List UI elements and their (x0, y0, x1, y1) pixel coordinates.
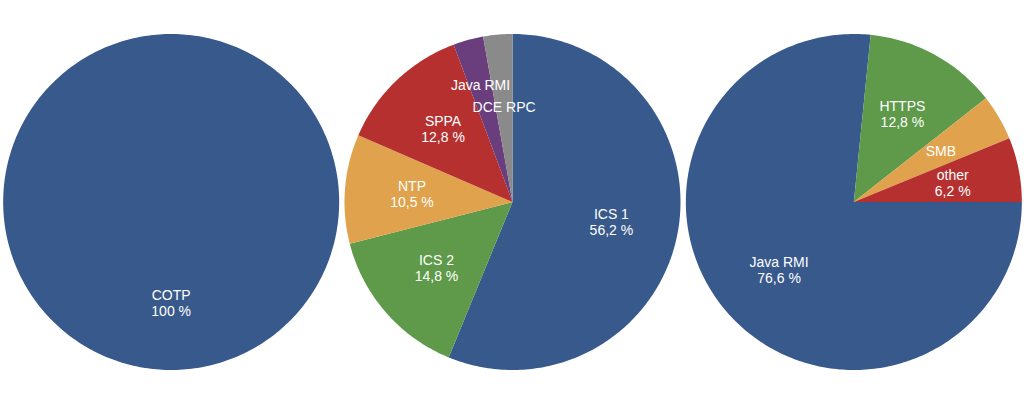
svg-text:NTP10,5 %: NTP10,5 % (390, 178, 434, 210)
svg-text:COTP100 %: COTP100 % (151, 287, 191, 319)
svg-text:Java RMI: Java RMI (451, 77, 510, 93)
svg-text:SPPA12,8 %: SPPA12,8 % (421, 113, 465, 145)
svg-text:ICS 214,8 %: ICS 214,8 % (415, 252, 459, 284)
svg-text:ICS 156,2 %: ICS 156,2 % (590, 206, 634, 238)
svg-text:SMB: SMB (926, 143, 956, 159)
svg-text:Java RMI76,6 %: Java RMI76,6 % (750, 254, 809, 286)
svg-text:HTTPS12,8 %: HTTPS12,8 % (879, 98, 925, 130)
svg-text:other6,2 %: other6,2 % (935, 167, 971, 199)
svg-text:DCE RPC: DCE RPC (473, 99, 536, 115)
